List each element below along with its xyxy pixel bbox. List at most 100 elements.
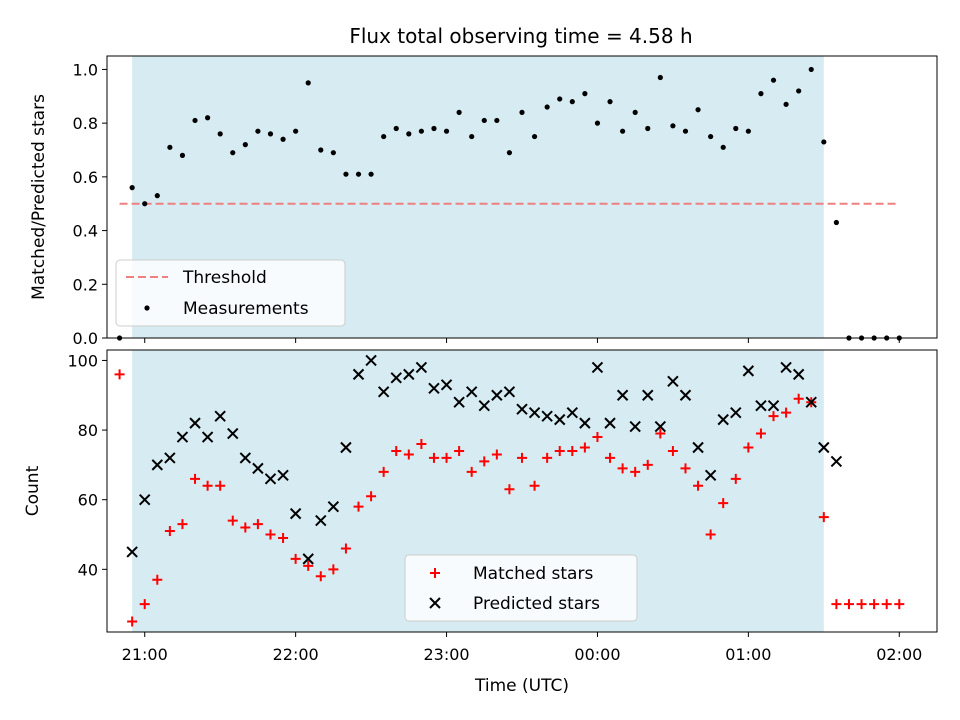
matched-star-point [667, 445, 678, 456]
measurement-point [305, 80, 311, 86]
matched-star-point [894, 599, 905, 610]
matched-star-point [164, 526, 175, 537]
measurement-point [129, 185, 135, 191]
x-tick-label: 02:00 [876, 645, 922, 664]
predicted-star-point [566, 406, 579, 419]
matched-star-point [190, 473, 201, 484]
predicted-star-point [541, 410, 553, 422]
measurement-point [217, 131, 223, 137]
predicted-star-point [403, 368, 415, 381]
matched-star-point [605, 452, 616, 463]
y-tick-label: 60 [78, 491, 98, 510]
matched-star-point [768, 411, 779, 422]
predicted-star-point [227, 427, 239, 440]
matched-star-point [592, 432, 603, 443]
predicted-star-point [654, 420, 667, 433]
measurement-point [267, 131, 274, 137]
predicted-star-point [830, 455, 843, 468]
predicted-star-point [289, 507, 302, 520]
plot-frame [106, 55, 938, 339]
measurement-point [343, 171, 349, 177]
predicted-star-point [239, 452, 252, 464]
predicted-star-point [528, 406, 541, 419]
predicted-star-point [478, 399, 490, 412]
matched-star-point [340, 543, 351, 554]
matched-star-point [517, 452, 527, 463]
measurement-point [330, 150, 336, 156]
matched-star-point [655, 428, 666, 439]
y-tick-label: 1.0 [73, 60, 98, 79]
matched-star-point [755, 428, 766, 439]
matched-star-point [152, 574, 163, 585]
matched-star-point [416, 439, 427, 449]
matched-star-point [215, 480, 226, 491]
matched-star-point [642, 459, 653, 470]
plot-frame [106, 349, 938, 633]
x-tick-label: 00:00 [574, 645, 620, 664]
predicted-star-point [629, 420, 641, 433]
y-tick-label: 0.4 [73, 222, 98, 241]
measurement-point [167, 144, 173, 150]
predicted-star-point [214, 410, 226, 422]
measurement-point [368, 171, 374, 177]
matched-star-point [127, 616, 138, 627]
matched-star-point [579, 442, 590, 453]
measurement-point [783, 101, 789, 107]
measurement-point [657, 74, 663, 81]
predicted-star-point [440, 379, 453, 391]
predicted-star-point [377, 386, 390, 398]
matched-star-point [554, 445, 565, 456]
predicted-star-point [465, 386, 478, 398]
measurement-point [431, 125, 437, 132]
y-tick-label: 0.8 [73, 114, 98, 133]
predicted-star-point [591, 361, 604, 374]
matched-star-point [705, 529, 716, 540]
matched-star-point [730, 473, 741, 484]
matched-star-point [680, 463, 691, 474]
matched-star-point [328, 564, 339, 575]
matched-star-point [466, 466, 477, 477]
matched-star-point [428, 452, 439, 463]
predicted-star-point [679, 389, 692, 401]
matched-star-point [818, 512, 829, 523]
measurement-point [531, 133, 538, 140]
matched-star-point [177, 519, 188, 530]
matched-star-point [617, 463, 628, 474]
matched-star-point [529, 480, 540, 491]
measurement-point [230, 150, 236, 156]
legend-matched-swatch [430, 568, 440, 578]
measurement-point [569, 99, 575, 105]
predicted-star-point [704, 469, 717, 482]
predicted-star-point [252, 462, 264, 475]
x-tick-label: 23:00 [423, 645, 469, 664]
measurement-point [796, 88, 802, 94]
predicted-star-point [453, 396, 465, 408]
measurement-point [443, 128, 450, 134]
matched-star-point [114, 369, 125, 380]
predicted-star-point [277, 469, 289, 482]
measurement-point [293, 128, 299, 134]
matched-star-point [353, 501, 364, 512]
predicted-star-point [780, 361, 792, 374]
measurement-point [519, 109, 525, 115]
predicted-star-point [667, 375, 679, 388]
matched-star-point [781, 407, 792, 418]
measurement-point [481, 117, 487, 124]
predicted-star-point [491, 389, 503, 401]
legend-top: Threshold Measurements [115, 259, 346, 327]
matched-star-point [718, 498, 729, 509]
y-tick-label: 0.0 [73, 329, 98, 348]
predicted-star-point [755, 399, 767, 412]
predicted-star-point [164, 452, 176, 464]
matched-star-point [743, 442, 754, 453]
measurement-point [695, 107, 701, 113]
matched-star-point [139, 599, 150, 610]
measurement-point [494, 117, 500, 124]
matched-star-point [831, 599, 842, 610]
measurement-point [418, 128, 424, 134]
measurement-point [582, 91, 588, 97]
measurement-point [720, 144, 726, 150]
predicted-star-point [365, 354, 377, 367]
measurement-point [142, 201, 148, 207]
predicted-star-point [352, 368, 365, 381]
